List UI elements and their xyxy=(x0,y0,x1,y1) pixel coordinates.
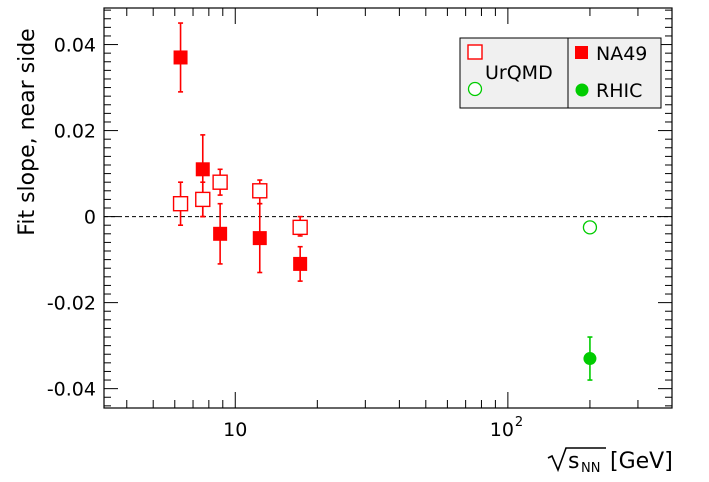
marker-filled-square xyxy=(173,50,188,65)
marker-open-square xyxy=(172,195,189,212)
marker-open-square xyxy=(212,174,228,190)
x-axis-radicand: s xyxy=(568,449,579,474)
x-axis-title: s NN [GeV] xyxy=(547,447,673,476)
marker-open-circle xyxy=(582,220,598,235)
y-tick-label: -0.04 xyxy=(47,379,96,401)
marker-filled-square xyxy=(252,231,267,246)
sqrt-symbol xyxy=(547,447,606,473)
y-axis-title: Fit slope, near side xyxy=(15,28,40,235)
legend-label-urqmd: UrQMD xyxy=(485,62,553,84)
data-point-rhic-open xyxy=(582,220,598,235)
marker-filled-circle xyxy=(583,352,597,366)
data-point-na49 xyxy=(213,202,228,265)
data-point-na49 xyxy=(252,202,267,274)
marker-open-square xyxy=(252,183,268,199)
marker-filled-square xyxy=(195,162,210,177)
data-point-urqmd xyxy=(195,181,211,218)
marker-open-square xyxy=(195,191,211,208)
x-axis-unit: [GeV] xyxy=(610,449,673,474)
legend-label-rhic: RHIC xyxy=(596,80,642,102)
data-point-urqmd xyxy=(292,215,308,237)
y-tick-label: 0 xyxy=(84,207,96,229)
legend-urqmd-marker xyxy=(467,44,483,60)
data-point-na49 xyxy=(293,245,308,282)
legend-box xyxy=(459,37,662,109)
data-point-urqmd xyxy=(212,168,228,196)
data-points xyxy=(172,22,598,381)
x-tick-label: 10 xyxy=(490,419,514,441)
marker-open-square xyxy=(292,219,308,236)
data-point-urqmd xyxy=(252,179,268,205)
legend-rhic-marker xyxy=(575,83,589,97)
data-point-rhic xyxy=(583,336,597,381)
legend-rhic-open-marker xyxy=(467,81,483,97)
legend-label-na49: NA49 xyxy=(596,43,647,65)
y-tick-label: 0.02 xyxy=(54,121,96,143)
legend-na49-marker xyxy=(575,46,588,59)
x-tick-label: 10 xyxy=(223,419,247,441)
x-axis-subscript: NN xyxy=(581,461,600,476)
data-point-urqmd xyxy=(172,181,189,227)
marker-filled-square xyxy=(293,256,308,271)
y-tick-label: -0.02 xyxy=(47,293,96,315)
data-point-na49 xyxy=(173,22,188,93)
y-tick-label: 0.04 xyxy=(54,35,96,57)
legend: UrQMD NA49 RHIC xyxy=(459,37,662,109)
marker-filled-square xyxy=(213,226,228,241)
x-tick-label-exponent: 2 xyxy=(515,415,523,430)
